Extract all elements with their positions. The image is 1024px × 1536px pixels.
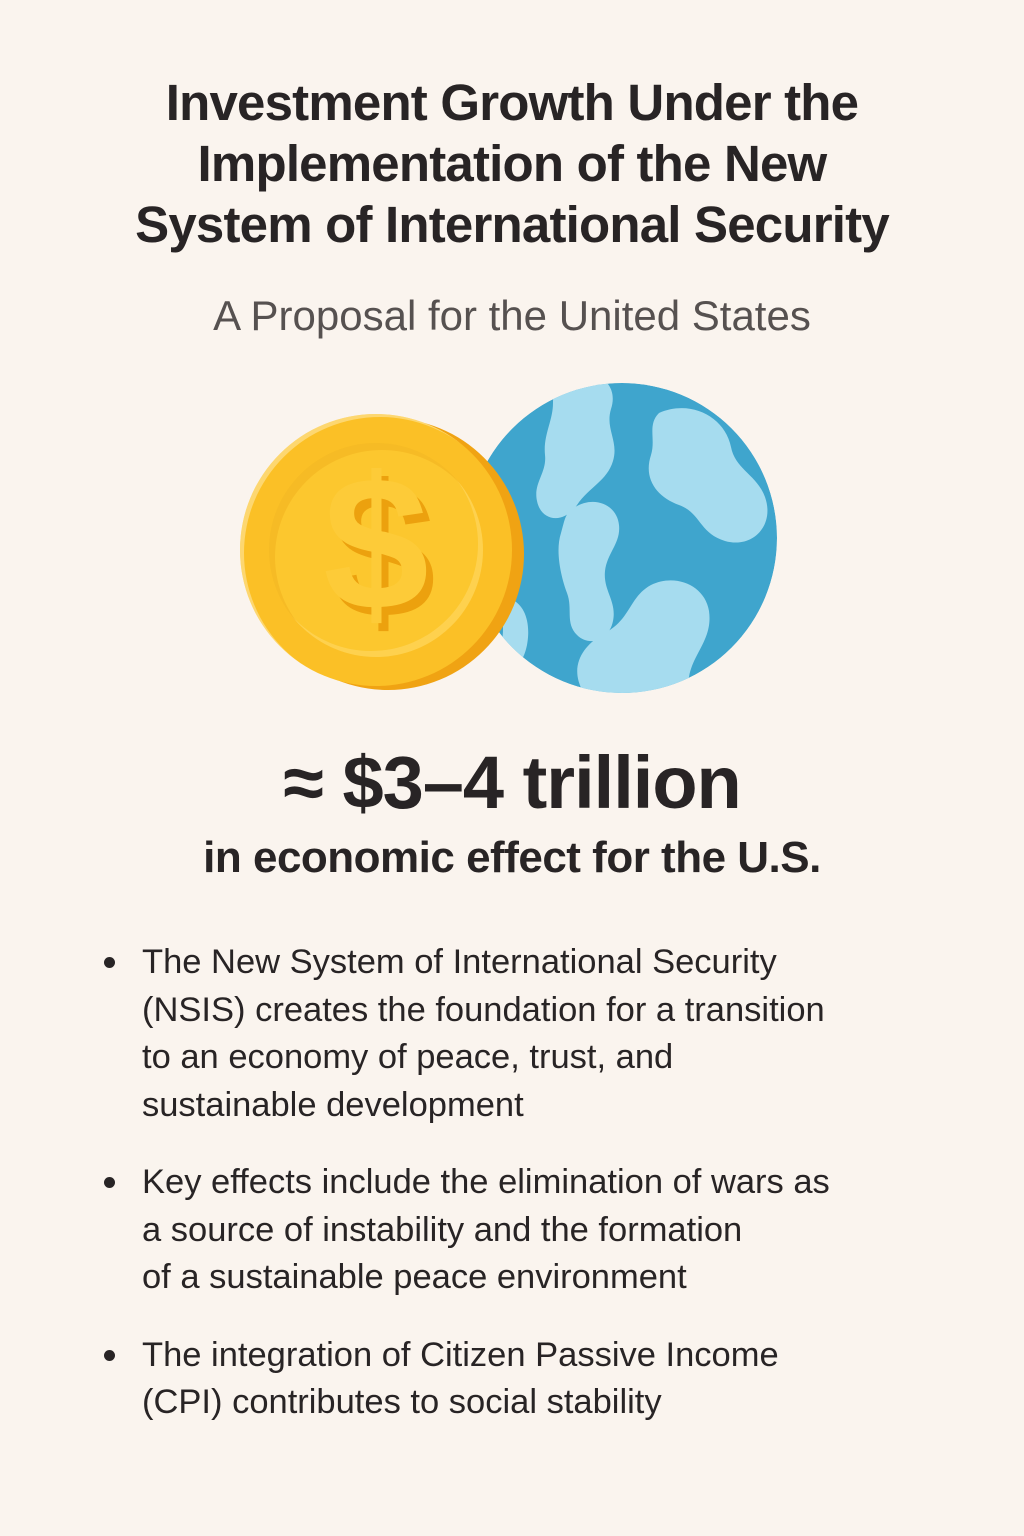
economic-effect-amount: ≈ $3–4 trillion bbox=[283, 741, 741, 824]
page-subtitle: A Proposal for the United States bbox=[213, 292, 811, 339]
key-points-list: The New System of International Security… bbox=[104, 939, 964, 1457]
bullet-dot bbox=[104, 1177, 115, 1188]
economic-effect-caption: in economic effect for the U.S. bbox=[203, 833, 821, 882]
list-item: Key effects include the elimination of w… bbox=[104, 1159, 964, 1302]
bullet-dot bbox=[104, 957, 115, 968]
dollar-coin-icon: $ bbox=[240, 414, 512, 686]
list-item: The New System of International Security… bbox=[104, 939, 964, 1129]
page-title: Investment Growth Under the Implementati… bbox=[135, 74, 890, 253]
bullet-text: The integration of Citizen Passive Incom… bbox=[142, 1335, 779, 1422]
coin-inner-ring: $ bbox=[269, 443, 483, 657]
bullet-dot bbox=[104, 1349, 115, 1361]
dollar-sign-icon: $ bbox=[323, 438, 429, 650]
bullet-text: The New System of International Security… bbox=[142, 943, 825, 1124]
list-item: The integration of Citizen Passive Incom… bbox=[104, 1332, 964, 1427]
bullet-text: Key effects include the elimination of w… bbox=[142, 1163, 830, 1296]
